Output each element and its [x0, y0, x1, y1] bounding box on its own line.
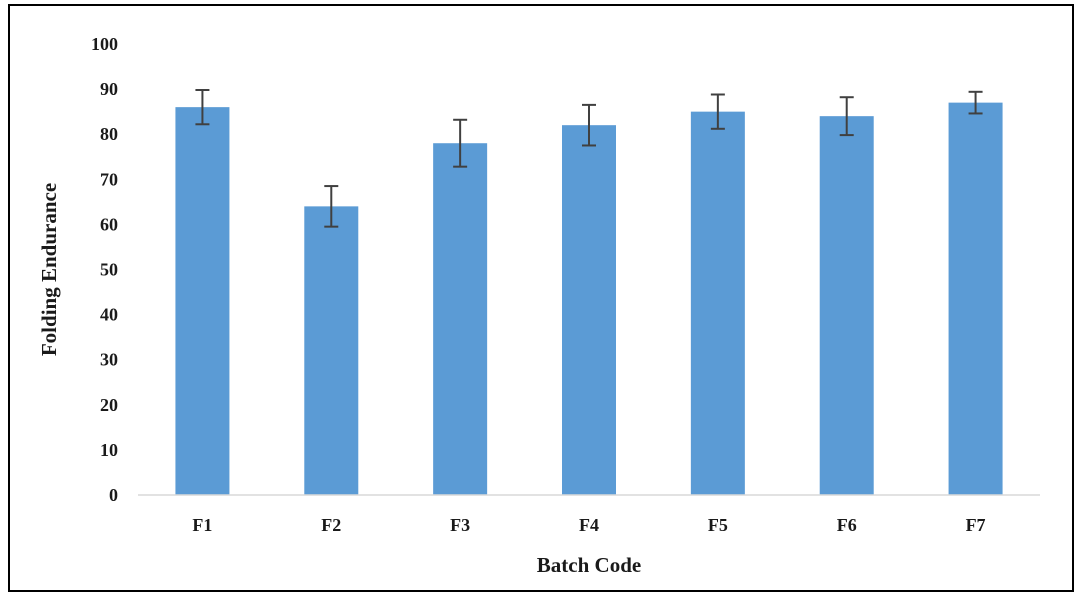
x-tick-label: F3: [450, 515, 470, 535]
error-bar-f3: [453, 118, 468, 168]
error-bar-f1: [195, 89, 210, 126]
y-tick-label: 60: [100, 214, 118, 234]
y-axis-ticks: 0 10 20 30 40 50 60 70 80 90 100: [91, 34, 118, 505]
bar-f2: [304, 206, 359, 496]
bar-f5: [690, 111, 745, 496]
x-tick-label: F7: [966, 515, 986, 535]
error-bar-f4: [582, 103, 596, 147]
x-axis-title: Batch Code: [537, 553, 641, 577]
y-tick-label: 80: [100, 124, 118, 144]
x-tick-label: F6: [837, 515, 857, 535]
error-bar-f2: [324, 185, 339, 228]
y-tick-label: 100: [91, 34, 118, 54]
y-tick-label: 10: [100, 440, 118, 460]
x-axis-ticks: F1 F2 F3 F4 F5 F6 F7: [192, 515, 985, 535]
y-tick-label: 0: [109, 485, 118, 505]
x-tick-label: F4: [579, 515, 599, 535]
y-tick-label: 70: [100, 169, 118, 189]
y-axis-title: Folding Endurance: [37, 183, 61, 356]
x-tick-label: F2: [321, 515, 341, 535]
bar-f1: [175, 107, 230, 495]
x-tick-label: F1: [192, 515, 212, 535]
bar-f6: [819, 116, 874, 495]
y-tick-label: 50: [100, 260, 118, 280]
bar-f3: [433, 143, 488, 495]
y-tick-label: 30: [100, 350, 118, 370]
error-bars-group: [195, 89, 983, 228]
error-bar-f6: [839, 96, 854, 137]
y-tick-label: 90: [100, 79, 118, 99]
bar-f7: [948, 102, 1003, 495]
bar-chart: 0 10 20 30 40 50 60 70 80 90 100 F1 F2 F3 F4 F5 F6 F7 Fo…: [37, 34, 1040, 577]
bars-group: [175, 102, 1003, 496]
x-tick-label: F5: [708, 515, 728, 535]
bar-f4: [562, 125, 616, 496]
y-tick-label: 20: [100, 395, 118, 415]
error-bar-f7: [968, 90, 983, 115]
error-bar-f5: [710, 93, 725, 130]
y-tick-label: 40: [100, 305, 118, 325]
chart-frame: 0 10 20 30 40 50 60 70 80 90 100 F1 F2 F3 F4 F5 F6 F7 Fo…: [8, 4, 1074, 592]
